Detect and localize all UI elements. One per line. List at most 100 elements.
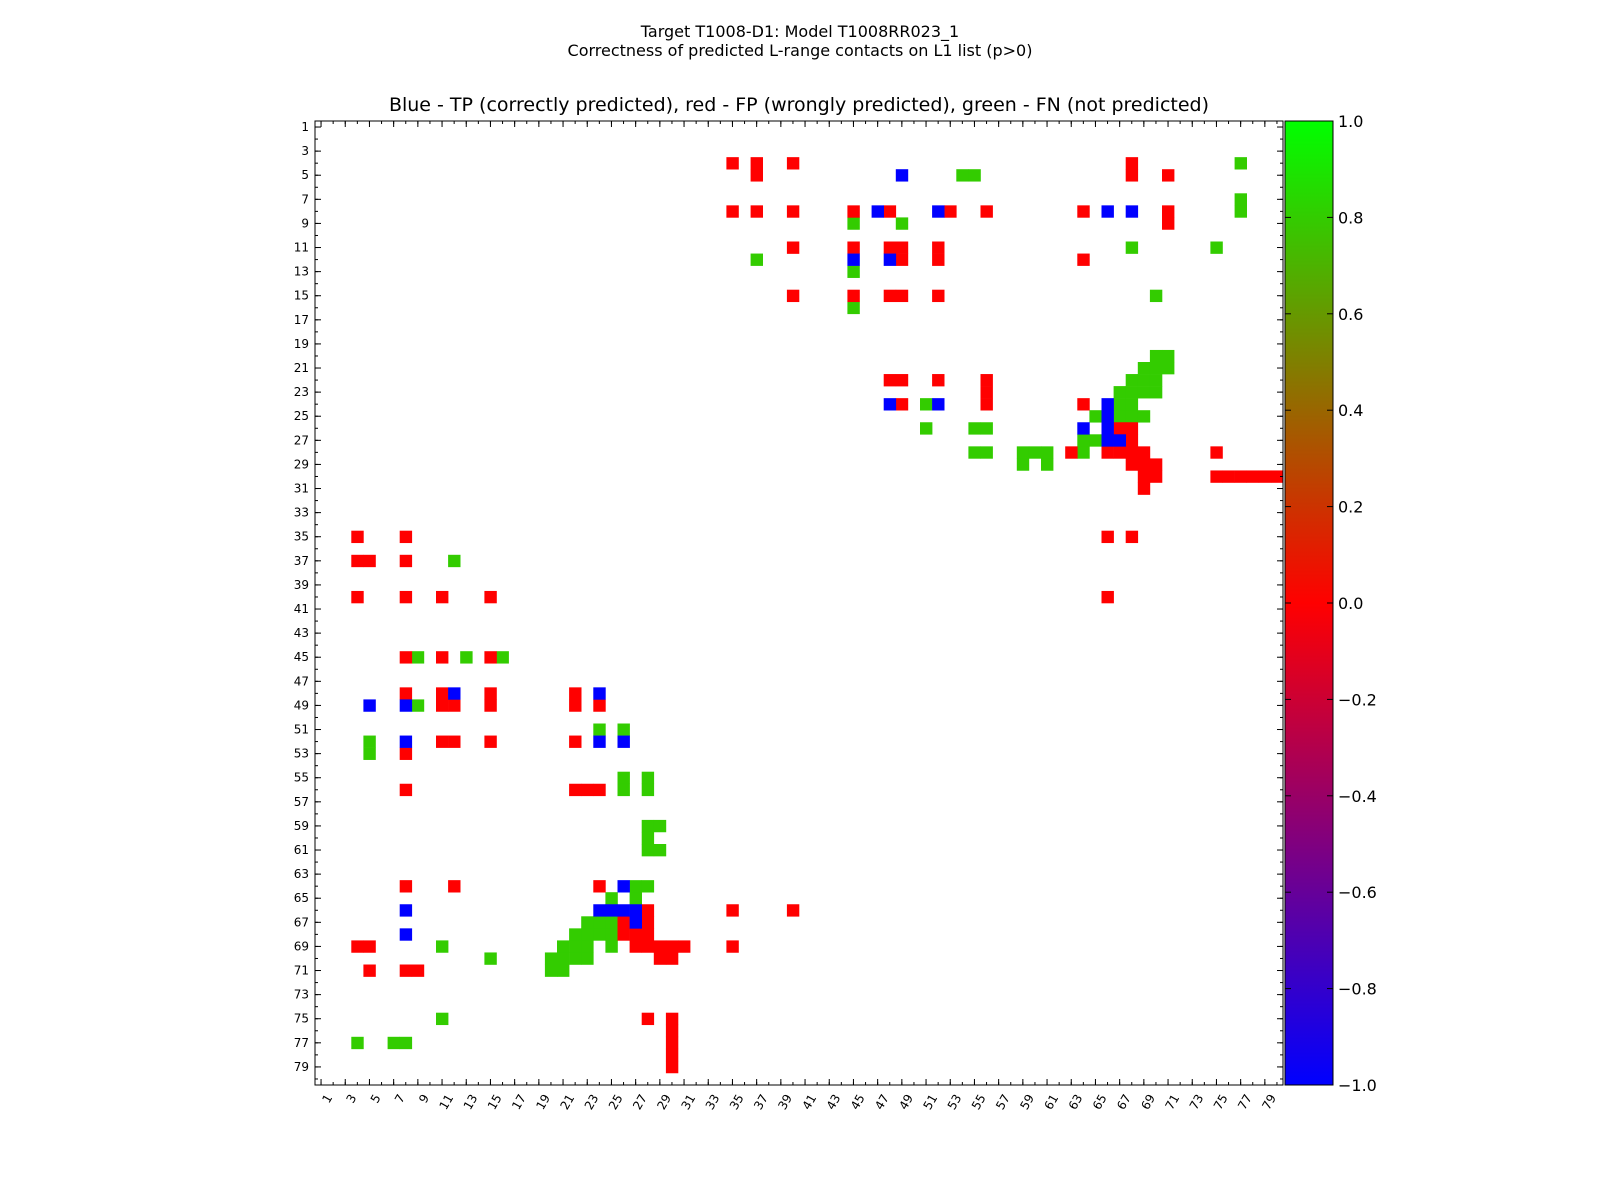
contact-cell-green [581, 928, 594, 941]
contact-cell-green [411, 651, 425, 664]
contact-cell-blue [629, 904, 642, 917]
contact-cell-green [605, 892, 618, 905]
contact-cell-green [1149, 349, 1163, 363]
contact-cell-green [1113, 386, 1126, 399]
x-tick-label: 11 [437, 1092, 457, 1112]
y-tick-label: 1 [301, 120, 309, 134]
contact-cell-red [1210, 470, 1223, 483]
contact-cell-red [617, 916, 630, 929]
contact-cell-green [629, 892, 642, 905]
figure-title-line2: Correctness of predicted L-range contact… [567, 41, 1033, 60]
contact-cell-red [653, 940, 667, 953]
x-tick-label: 35 [727, 1092, 747, 1112]
contact-cell-red [932, 289, 945, 303]
contact-cell-red [895, 241, 909, 254]
contact-cell-green [605, 940, 618, 953]
contact-cell-green [1149, 289, 1163, 303]
y-tick-label: 31 [294, 482, 309, 496]
contact-cell-red [593, 880, 606, 893]
contact-cell-red [1125, 434, 1139, 447]
x-tick-label: 13 [461, 1092, 481, 1112]
contact-cell-red [665, 952, 679, 965]
contact-cell-blue [399, 735, 413, 748]
y-tick-label: 59 [294, 819, 309, 833]
y-tick-label: 77 [294, 1036, 309, 1050]
x-tick-label: 73 [1187, 1092, 1207, 1112]
contact-cell-red [399, 747, 413, 760]
contact-cell-red [883, 289, 897, 303]
contact-cell-green [569, 940, 582, 953]
colorbar-tick-label: 0.4 [1338, 401, 1363, 420]
x-tick-label: 23 [582, 1092, 602, 1112]
contact-cell-red [1113, 446, 1126, 459]
contact-cell-red [351, 530, 364, 544]
contact-cell-green [968, 169, 981, 182]
contact-cell-red [1125, 157, 1139, 170]
figure-title-line1: Target T1008-D1: Model T1008RR023_1 [640, 22, 960, 41]
contact-cell-green [1125, 410, 1139, 423]
contact-cell-blue [932, 205, 945, 218]
contact-cell-red [351, 554, 364, 568]
x-tick-label: 49 [896, 1092, 916, 1112]
contact-cell-green [1125, 386, 1139, 399]
contact-cell-red [436, 699, 449, 712]
contact-cell-red [1222, 470, 1235, 483]
contact-cell-green [1113, 398, 1126, 411]
contact-cell-red [1137, 470, 1151, 483]
contact-cell-green [581, 952, 594, 965]
contact-cell-blue [593, 904, 606, 917]
y-tick-label: 13 [294, 265, 309, 279]
contact-cell-green [484, 952, 497, 965]
y-tick-label: 11 [294, 241, 309, 255]
x-tick-label: 71 [1163, 1092, 1183, 1112]
contact-cell-green [1234, 193, 1247, 206]
contact-cell-green [557, 952, 570, 965]
contact-cell-red [944, 205, 957, 218]
contact-cell-blue [617, 880, 630, 893]
contact-cell-blue [593, 687, 606, 700]
contact-cell-red [750, 205, 763, 218]
contact-cell-green [363, 747, 376, 760]
contact-cell-green [1125, 241, 1139, 254]
contact-cell-red [1113, 422, 1126, 435]
contact-cell-red [581, 783, 594, 797]
y-tick-label: 53 [294, 747, 309, 761]
contact-cell-green [641, 880, 655, 893]
contact-cell-green [436, 1012, 449, 1026]
x-tick-label: 75 [1211, 1092, 1231, 1112]
contact-cell-red [1137, 458, 1151, 471]
contact-cell-red [363, 964, 376, 977]
contact-cell-blue [1077, 422, 1090, 435]
y-tick-label: 49 [294, 698, 309, 712]
contact-cell-green [1162, 362, 1175, 375]
contact-cell-red [1149, 470, 1163, 483]
contact-cell-green [581, 916, 594, 929]
x-tick-label: 9 [416, 1092, 432, 1106]
colorbar-tick-label: 0.6 [1338, 305, 1363, 324]
contact-cell-green [569, 952, 582, 965]
contact-cell-red [665, 1048, 679, 1062]
contact-cell-green [1077, 446, 1090, 459]
contact-cell-green [980, 446, 993, 459]
contact-cell-red [399, 783, 413, 797]
y-tick-label: 75 [294, 1012, 309, 1026]
contact-cell-green [920, 398, 933, 411]
contact-cell-green [436, 940, 449, 953]
contact-cell-red [932, 374, 945, 387]
contact-cell-red [448, 880, 461, 893]
contact-cell-green [641, 771, 655, 785]
x-tick-label: 3 [344, 1092, 360, 1106]
contact-cell-red [980, 205, 993, 218]
contact-cell-red [932, 241, 945, 254]
y-tick-label: 17 [294, 313, 309, 327]
contact-cell-green [847, 265, 860, 278]
colorbar-gradient [1284, 120, 1334, 1086]
contact-cell-red [1065, 446, 1078, 459]
contact-cell-blue [895, 169, 909, 182]
contact-cell-green [387, 1036, 400, 1050]
contact-cell-red [786, 157, 800, 170]
colorbar-tick-label: −0.8 [1338, 980, 1377, 999]
x-tick-label: 25 [606, 1092, 626, 1112]
contact-cell-red [569, 687, 582, 700]
contact-cell-green [581, 940, 594, 953]
